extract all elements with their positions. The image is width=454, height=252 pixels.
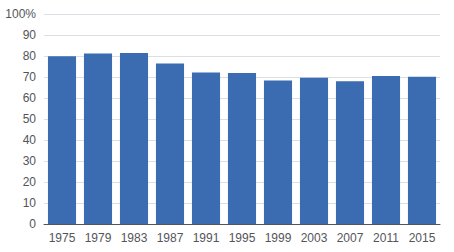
svg-text:1991: 1991 — [193, 231, 220, 245]
svg-text:20: 20 — [23, 175, 37, 189]
svg-text:50: 50 — [23, 112, 37, 126]
svg-text:0: 0 — [29, 217, 36, 231]
svg-text:1987: 1987 — [157, 231, 184, 245]
svg-text:1999: 1999 — [265, 231, 292, 245]
svg-text:30: 30 — [23, 154, 37, 168]
svg-text:1983: 1983 — [121, 231, 148, 245]
svg-text:80: 80 — [23, 49, 37, 63]
svg-text:70: 70 — [23, 70, 37, 84]
svg-text:1975: 1975 — [49, 231, 76, 245]
svg-text:2003: 2003 — [301, 231, 328, 245]
svg-text:10: 10 — [23, 196, 37, 210]
svg-text:2007: 2007 — [337, 231, 364, 245]
svg-text:60: 60 — [23, 91, 37, 105]
svg-text:100%: 100% — [5, 7, 36, 21]
svg-text:90: 90 — [23, 28, 37, 42]
svg-text:40: 40 — [23, 133, 37, 147]
svg-text:2015: 2015 — [409, 231, 436, 245]
svg-text:2011: 2011 — [373, 231, 399, 245]
svg-text:1995: 1995 — [229, 231, 256, 245]
svg-text:1979: 1979 — [85, 231, 112, 245]
